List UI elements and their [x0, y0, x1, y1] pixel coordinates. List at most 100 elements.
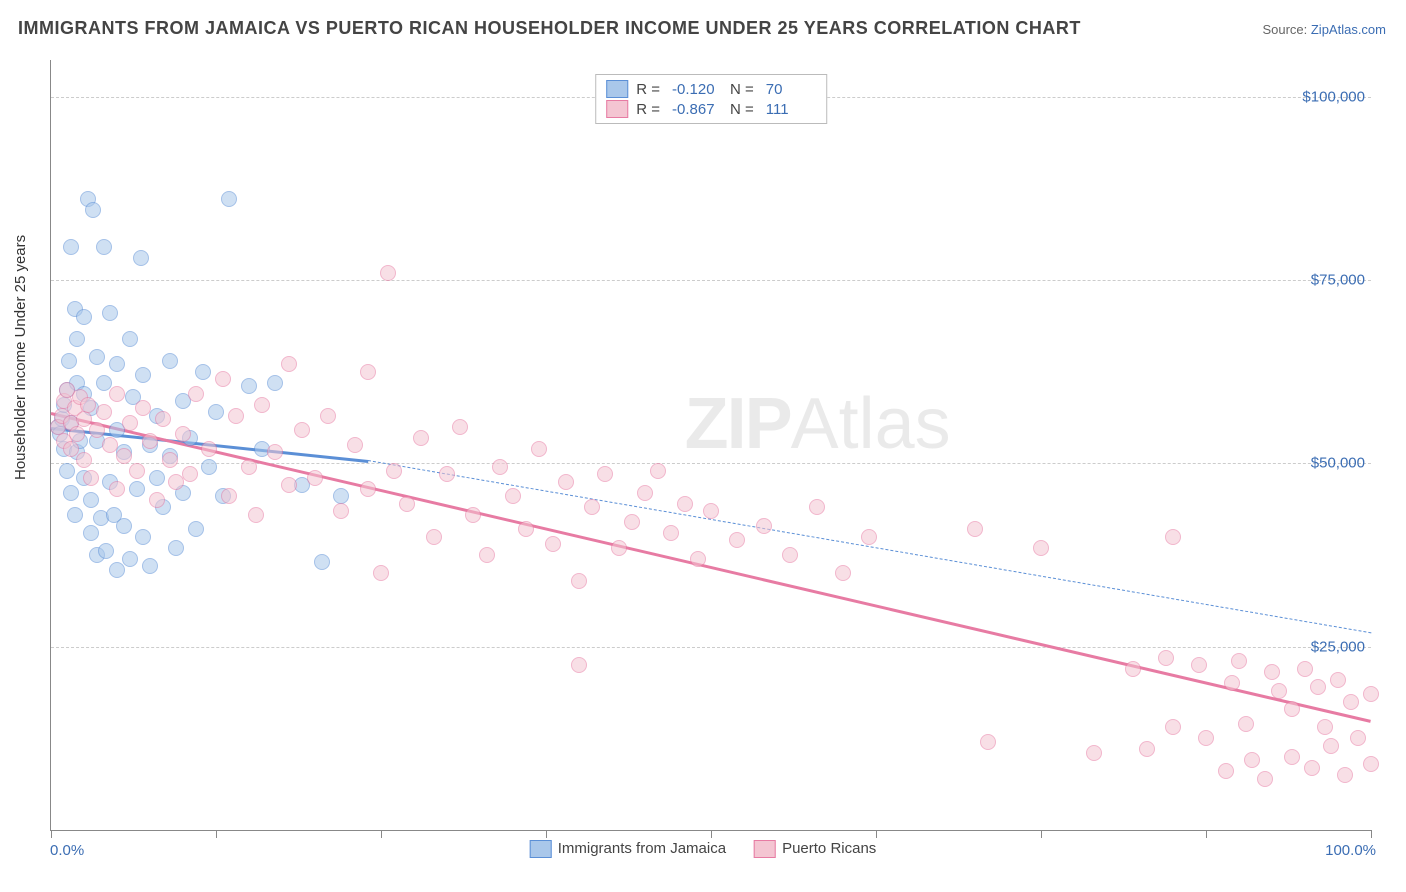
data-point-puertorico — [1337, 767, 1353, 783]
x-tick — [216, 830, 217, 838]
data-point-jamaica — [109, 356, 125, 372]
data-point-puertorico — [861, 529, 877, 545]
data-point-puertorico — [518, 521, 534, 537]
data-point-puertorico — [109, 386, 125, 402]
chart-title: IMMIGRANTS FROM JAMAICA VS PUERTO RICAN … — [18, 18, 1081, 39]
data-point-puertorico — [373, 565, 389, 581]
data-point-puertorico — [129, 463, 145, 479]
data-point-puertorico — [1310, 679, 1326, 695]
y-tick-label: $25,000 — [1311, 638, 1365, 655]
data-point-jamaica — [267, 375, 283, 391]
data-point-puertorico — [281, 356, 297, 372]
data-point-puertorico — [1224, 675, 1240, 691]
data-point-jamaica — [102, 305, 118, 321]
gridline — [51, 280, 1371, 281]
data-point-puertorico — [175, 426, 191, 442]
x-min-label: 0.0% — [50, 842, 84, 859]
x-tick — [546, 830, 547, 838]
y-tick-label: $75,000 — [1311, 272, 1365, 289]
data-point-puertorico — [650, 463, 666, 479]
data-point-puertorico — [294, 422, 310, 438]
n-value-puertorico: 111 — [766, 101, 816, 118]
legend-row-jamaica: R = -0.120 N = 70 — [606, 79, 816, 99]
data-point-jamaica — [168, 540, 184, 556]
r-label: R = — [636, 81, 660, 98]
data-point-jamaica — [333, 488, 349, 504]
data-point-puertorico — [690, 551, 706, 567]
source-attribution: Source: ZipAtlas.com — [1262, 22, 1386, 37]
data-point-puertorico — [1363, 686, 1379, 702]
data-point-jamaica — [69, 331, 85, 347]
data-point-puertorico — [597, 466, 613, 482]
data-point-puertorico — [386, 463, 402, 479]
x-tick — [1206, 830, 1207, 838]
data-point-puertorico — [439, 466, 455, 482]
gridline — [51, 647, 1371, 648]
trend-line — [368, 460, 1371, 633]
data-point-jamaica — [208, 404, 224, 420]
data-point-puertorico — [83, 470, 99, 486]
data-point-puertorico — [729, 532, 745, 548]
source-prefix: Source: — [1262, 22, 1310, 37]
data-point-jamaica — [129, 481, 145, 497]
data-point-puertorico — [571, 657, 587, 673]
data-point-puertorico — [1343, 694, 1359, 710]
data-point-puertorico — [637, 485, 653, 501]
data-point-puertorico — [967, 521, 983, 537]
n-label: N = — [730, 81, 754, 98]
data-point-puertorico — [360, 364, 376, 380]
data-point-puertorico — [1033, 540, 1049, 556]
r-value-jamaica: -0.120 — [672, 81, 722, 98]
data-point-puertorico — [1198, 730, 1214, 746]
data-point-puertorico — [162, 452, 178, 468]
data-point-puertorico — [215, 371, 231, 387]
data-point-puertorico — [320, 408, 336, 424]
r-value-puertorico: -0.867 — [672, 101, 722, 118]
legend-swatch-jamaica — [530, 840, 552, 858]
data-point-jamaica — [135, 529, 151, 545]
data-point-jamaica — [241, 378, 257, 394]
data-point-puertorico — [155, 411, 171, 427]
data-point-jamaica — [85, 202, 101, 218]
legend-label-puertorico: Puerto Ricans — [782, 840, 876, 857]
data-point-puertorico — [611, 540, 627, 556]
data-point-puertorico — [228, 408, 244, 424]
data-point-puertorico — [149, 492, 165, 508]
x-tick — [876, 830, 877, 838]
data-point-puertorico — [1271, 683, 1287, 699]
watermark: ZIPAtlas — [685, 383, 951, 465]
x-tick — [1371, 830, 1372, 838]
data-point-puertorico — [1218, 763, 1234, 779]
data-point-puertorico — [399, 496, 415, 512]
data-point-puertorico — [558, 474, 574, 490]
data-point-puertorico — [703, 503, 719, 519]
data-point-puertorico — [1363, 756, 1379, 772]
data-point-jamaica — [188, 521, 204, 537]
data-point-jamaica — [135, 367, 151, 383]
data-point-puertorico — [1244, 752, 1260, 768]
data-point-puertorico — [1165, 529, 1181, 545]
data-point-puertorico — [1297, 661, 1313, 677]
data-point-puertorico — [347, 437, 363, 453]
data-point-puertorico — [479, 547, 495, 563]
data-point-puertorico — [756, 518, 772, 534]
data-point-puertorico — [1264, 664, 1280, 680]
data-point-puertorico — [1330, 672, 1346, 688]
data-point-puertorico — [135, 400, 151, 416]
data-point-puertorico — [1323, 738, 1339, 754]
data-point-puertorico — [248, 507, 264, 523]
legend-swatch-jamaica — [606, 80, 628, 98]
data-point-puertorico — [465, 507, 481, 523]
y-axis-label: Householder Income Under 25 years — [12, 235, 29, 480]
data-point-puertorico — [188, 386, 204, 402]
data-point-puertorico — [1317, 719, 1333, 735]
data-point-puertorico — [1191, 657, 1207, 673]
data-point-puertorico — [182, 466, 198, 482]
data-point-jamaica — [83, 492, 99, 508]
data-point-jamaica — [221, 191, 237, 207]
data-point-puertorico — [1350, 730, 1366, 746]
data-point-puertorico — [1304, 760, 1320, 776]
data-point-puertorico — [380, 265, 396, 281]
source-link[interactable]: ZipAtlas.com — [1311, 22, 1386, 37]
data-point-puertorico — [307, 470, 323, 486]
